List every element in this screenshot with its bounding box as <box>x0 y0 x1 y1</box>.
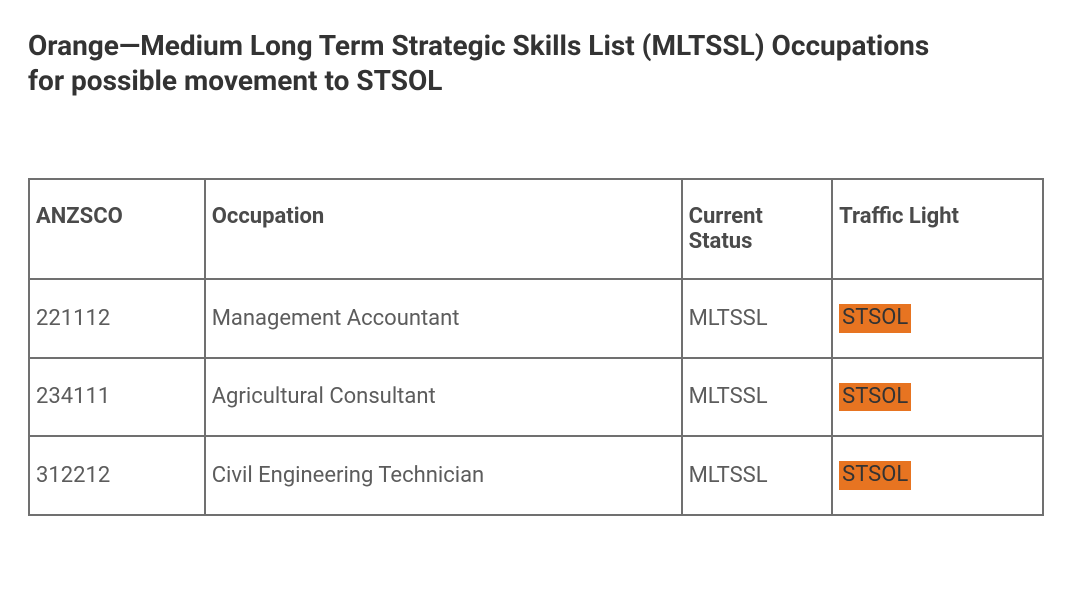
traffic-light-badge: STSOL <box>839 304 911 333</box>
page-title: Orange—Medium Long Term Strategic Skills… <box>28 28 948 98</box>
cell-current-status: MLTSSL <box>682 436 833 515</box>
cell-occupation: Agricultural Consultant <box>205 358 682 437</box>
col-header-current-status: Current Status <box>682 179 833 279</box>
cell-traffic-light: STSOL <box>832 279 1043 358</box>
col-header-anzsco: ANZSCO <box>29 179 205 279</box>
table-row: 221112 Management Accountant MLTSSL STSO… <box>29 279 1043 358</box>
cell-current-status: MLTSSL <box>682 358 833 437</box>
cell-anzsco: 221112 <box>29 279 205 358</box>
table-row: 234111 Agricultural Consultant MLTSSL ST… <box>29 358 1043 437</box>
cell-occupation: Civil Engineering Technician <box>205 436 682 515</box>
cell-anzsco: 312212 <box>29 436 205 515</box>
cell-occupation: Management Accountant <box>205 279 682 358</box>
cell-current-status: MLTSSL <box>682 279 833 358</box>
table-row: 312212 Civil Engineering Technician MLTS… <box>29 436 1043 515</box>
cell-anzsco: 234111 <box>29 358 205 437</box>
col-header-occupation: Occupation <box>205 179 682 279</box>
cell-traffic-light: STSOL <box>832 358 1043 437</box>
traffic-light-badge: STSOL <box>839 383 911 412</box>
table-header-row: ANZSCO Occupation Current Status Traffic… <box>29 179 1043 279</box>
skills-table: ANZSCO Occupation Current Status Traffic… <box>28 178 1044 516</box>
cell-traffic-light: STSOL <box>832 436 1043 515</box>
traffic-light-badge: STSOL <box>839 461 911 490</box>
col-header-traffic-light: Traffic Light <box>832 179 1043 279</box>
